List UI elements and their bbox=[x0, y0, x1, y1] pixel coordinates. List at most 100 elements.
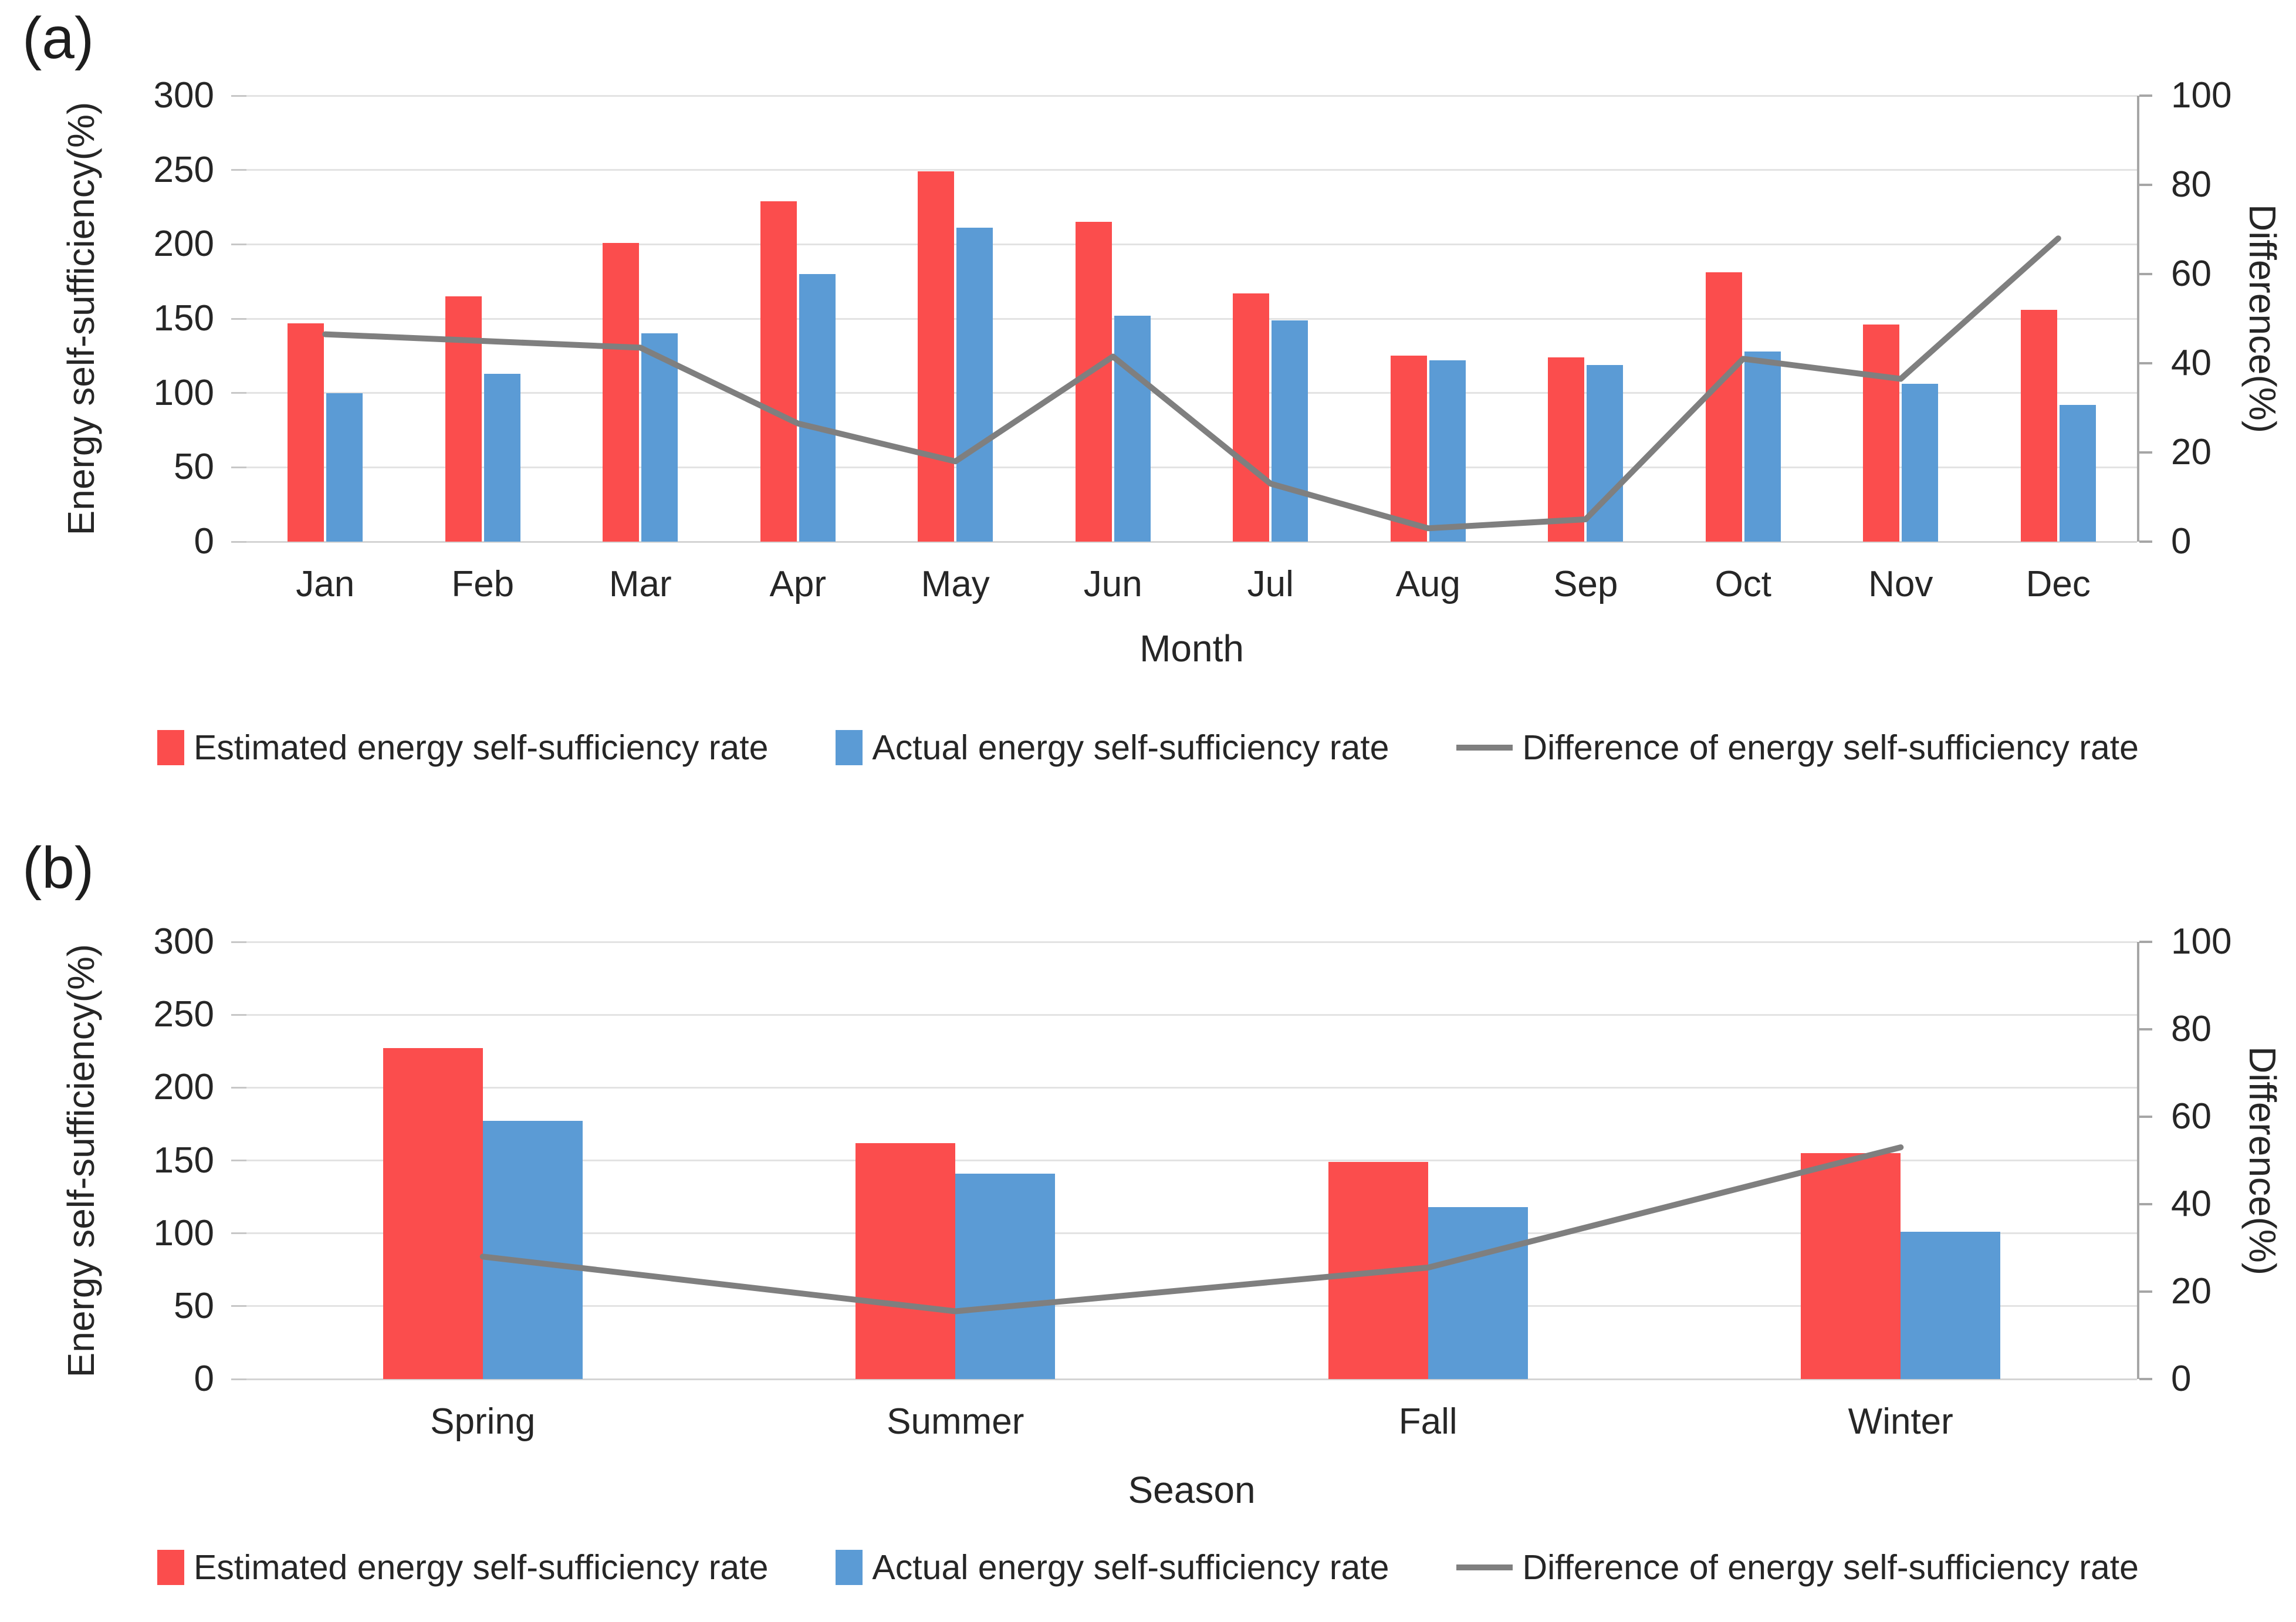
bar-actual-Jul bbox=[1272, 320, 1308, 542]
x-category-label-May: May bbox=[921, 564, 990, 604]
bar-estimated-Jun bbox=[1075, 222, 1112, 542]
bar-estimated-May bbox=[918, 171, 955, 542]
legend-item-actual: Actual energy self-sufficiency rate bbox=[836, 1547, 1389, 1587]
x-category-label-Jul: Jul bbox=[1247, 564, 1294, 604]
y-left-tick-label: 200 bbox=[153, 1067, 214, 1108]
gridline-150 bbox=[246, 1160, 2137, 1161]
gridline-300 bbox=[246, 94, 2137, 97]
bar-actual-Nov bbox=[1902, 384, 1939, 542]
legend-difference-line-marker bbox=[1456, 745, 1513, 751]
right-axis-tick bbox=[2139, 1290, 2152, 1293]
x-category-label-Jan: Jan bbox=[296, 564, 355, 604]
bar-estimated-Jan bbox=[288, 323, 324, 542]
y-left-tick-label: 0 bbox=[194, 1359, 214, 1399]
panel-b-plot-area: 300 250 200 150 100 50 0 100 80 60 40 20 0 Spring Summ… bbox=[154, 921, 2232, 1442]
y-right-tick-label: 100 bbox=[2171, 921, 2232, 962]
legend-label-actual: Actual energy self-sufficiency rate bbox=[872, 1548, 1389, 1587]
bar-estimated-Oct bbox=[1705, 272, 1742, 542]
gridline-0 bbox=[246, 1378, 2137, 1380]
y-left-tick-label: 0 bbox=[194, 521, 214, 562]
left-axis-tick bbox=[231, 1086, 246, 1089]
left-axis-tick bbox=[231, 1305, 246, 1307]
y-right-tick-label: 20 bbox=[2171, 1271, 2212, 1312]
bar-actual-Oct bbox=[1744, 351, 1781, 542]
gridline-50 bbox=[246, 466, 2137, 468]
right-axis-tick bbox=[2139, 273, 2152, 275]
legend-item-estimated: Estimated energy self-sufficiency rate bbox=[157, 1547, 768, 1587]
y-right-tick-label: 60 bbox=[2171, 1096, 2212, 1137]
gridline-0 bbox=[246, 540, 2137, 543]
left-axis-tick bbox=[231, 243, 246, 245]
legend-estimated-swatch bbox=[157, 730, 184, 765]
gridline-200 bbox=[246, 243, 2137, 245]
y-right-tick-label: 0 bbox=[2171, 521, 2192, 562]
y-right-tick-label: 40 bbox=[2171, 343, 2212, 383]
panel-b: (b) Energy self-sufficiency(%) 300 250 200… bbox=[0, 811, 2296, 1622]
legend-actual-swatch bbox=[836, 730, 863, 765]
x-category-label-Feb: Feb bbox=[451, 564, 515, 604]
right-axis-line bbox=[2137, 942, 2139, 1379]
left-axis-tick bbox=[231, 169, 246, 171]
bar-estimated-Winter bbox=[1801, 1153, 1901, 1379]
bar-actual-Fall bbox=[1428, 1207, 1528, 1379]
x-category-label-Apr: Apr bbox=[769, 564, 826, 604]
y-right-tick-label: 0 bbox=[2171, 1359, 2192, 1399]
x-category-label-Summer: Summer bbox=[887, 1401, 1024, 1442]
bar-actual-May bbox=[956, 228, 993, 542]
y-left-tick-label: 150 bbox=[153, 1140, 214, 1181]
bar-estimated-Aug bbox=[1390, 356, 1427, 542]
left-axis-tick bbox=[231, 466, 246, 468]
legend-label-estimated: Estimated energy self-sufficiency rate bbox=[194, 1548, 769, 1587]
panel-a-plot-area: 300 250 200 150 100 50 0 100 80 60 40 20 0 Jan Feb Mar A… bbox=[154, 75, 2232, 604]
gridline-250 bbox=[246, 169, 2137, 171]
panel-a-label: (a) bbox=[22, 5, 94, 71]
bar-actual-Aug bbox=[1429, 360, 1466, 542]
right-axis-tick bbox=[2139, 941, 2152, 943]
panel-a-y-axis-title-left: Energy self-sufficiency(%) bbox=[60, 102, 102, 536]
x-category-label-Sep: Sep bbox=[1553, 564, 1618, 604]
panel-b-y-axis-title-right: Difference(%) bbox=[2241, 1046, 2284, 1276]
panel-a-x-axis-title: Month bbox=[1139, 627, 1244, 670]
left-axis-tick bbox=[231, 94, 246, 97]
legend-item-difference: Difference of energy self-sufficiency ra… bbox=[1456, 1547, 2139, 1587]
y-left-tick-label: 250 bbox=[153, 994, 214, 1035]
y-right-tick-label: 80 bbox=[2171, 1009, 2212, 1049]
legend-label-estimated: Estimated energy self-sufficiency rate bbox=[194, 728, 769, 767]
right-axis-tick bbox=[2139, 362, 2152, 364]
right-axis-tick bbox=[2139, 540, 2152, 543]
legend-estimated-swatch bbox=[157, 1550, 184, 1585]
bar-estimated-Mar bbox=[603, 242, 640, 542]
legend-difference-line-marker bbox=[1456, 1564, 1513, 1570]
x-category-label-Winter: Winter bbox=[1848, 1401, 1953, 1442]
bar-estimated-Summer bbox=[855, 1143, 956, 1379]
gridline-250 bbox=[246, 1013, 2137, 1016]
y-left-tick-label: 50 bbox=[174, 447, 214, 488]
bar-actual-Mar bbox=[641, 333, 678, 542]
panel-b-legend: Estimated energy self-sufficiency rate Ac… bbox=[0, 1547, 2296, 1587]
panel-b-label: (b) bbox=[22, 835, 94, 901]
bar-actual-Winter bbox=[1901, 1232, 2001, 1379]
bar-estimated-Sep bbox=[1548, 357, 1585, 542]
right-axis-tick bbox=[2139, 1203, 2152, 1205]
left-axis-tick bbox=[231, 1378, 246, 1380]
left-axis-tick bbox=[231, 540, 246, 543]
left-axis-tick bbox=[231, 1013, 246, 1016]
right-axis-tick bbox=[2139, 1116, 2152, 1118]
bar-estimated-Apr bbox=[760, 201, 797, 542]
x-category-label-Fall: Fall bbox=[1398, 1401, 1458, 1442]
x-category-label-Jun: Jun bbox=[1083, 564, 1142, 604]
gridline-200 bbox=[246, 1086, 2137, 1089]
y-right-tick-label: 20 bbox=[2171, 432, 2212, 472]
y-right-tick-label: 40 bbox=[2171, 1184, 2212, 1224]
x-category-label-Aug: Aug bbox=[1395, 564, 1460, 604]
legend-item-estimated: Estimated energy self-sufficiency rate bbox=[157, 728, 768, 768]
right-axis-line bbox=[2137, 96, 2139, 542]
y-left-tick-label: 250 bbox=[153, 149, 214, 190]
left-axis-tick bbox=[231, 1160, 246, 1161]
difference-line bbox=[322, 235, 2061, 532]
left-axis-tick bbox=[231, 941, 246, 943]
difference-line-chart bbox=[479, 1144, 1904, 1315]
x-category-label-Mar: Mar bbox=[608, 564, 672, 604]
legend-label-difference: Difference of energy self-sufficiency ra… bbox=[1522, 1548, 2139, 1587]
